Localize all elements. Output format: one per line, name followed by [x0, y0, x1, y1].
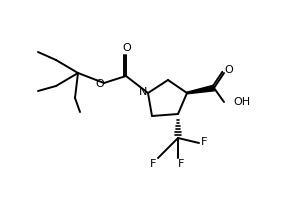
- Text: N: N: [139, 87, 147, 97]
- Polygon shape: [187, 85, 214, 94]
- Text: O: O: [123, 43, 131, 53]
- Text: F: F: [178, 159, 184, 169]
- Text: OH: OH: [233, 97, 250, 107]
- Text: O: O: [225, 65, 233, 75]
- Text: F: F: [150, 159, 156, 169]
- Text: F: F: [201, 137, 207, 147]
- Text: O: O: [96, 79, 104, 89]
